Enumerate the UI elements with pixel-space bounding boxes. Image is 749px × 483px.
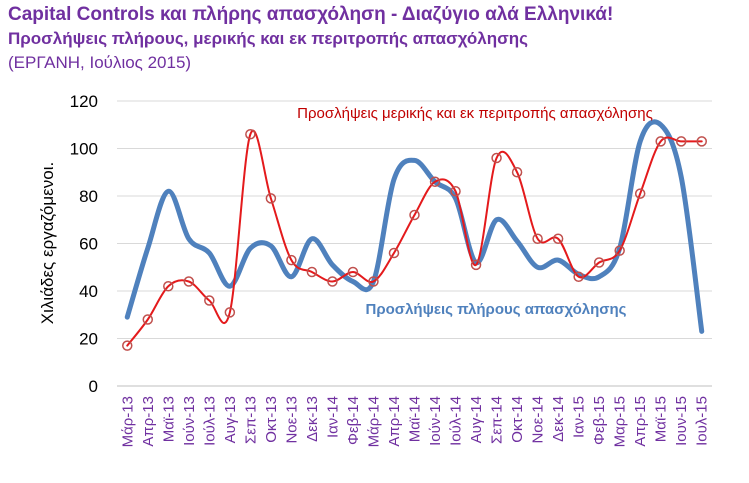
data-point-marker xyxy=(614,245,625,256)
x-tick-label: Οκτ-14 xyxy=(509,396,526,443)
data-point-marker xyxy=(142,314,154,325)
data-point-marker xyxy=(696,136,707,147)
x-tick-label: Μάρ-14 xyxy=(365,396,382,447)
data-point-marker xyxy=(511,167,523,178)
x-tick-label: Φεβ-14 xyxy=(345,396,362,445)
x-tick-label: Οκτ-13 xyxy=(263,396,280,443)
data-point-marker xyxy=(409,209,420,221)
chart-subtitle: Προσλήψεις πλήρους, μερικής και εκ περιτ… xyxy=(8,29,528,48)
x-tick-label: Απρ-15 xyxy=(632,396,649,447)
data-point-marker xyxy=(368,276,379,287)
x-tick-label: Νοε-13 xyxy=(283,396,300,444)
data-point-marker xyxy=(552,233,564,244)
y-axis-label: Χιλιάδες εργαζόμενοι. xyxy=(38,162,57,324)
data-point-marker xyxy=(163,281,174,292)
data-point-marker xyxy=(224,307,236,318)
x-tick-label: Δεκ-14 xyxy=(550,396,567,442)
data-point-marker xyxy=(286,254,297,266)
x-tick-label: Απρ-14 xyxy=(386,396,403,447)
x-axis-ticks: Μάρ-13 Απρ-13 Μαϊ-13 Ιούν-13 Ιούλ-13 Αυγ-13 Σε… xyxy=(119,396,710,447)
data-point-marker xyxy=(593,257,605,268)
x-tick-label: Μαϊ-15 xyxy=(653,396,670,442)
x-tick-label: Φεβ-15 xyxy=(591,396,608,445)
x-tick-label: Αυγ-14 xyxy=(468,396,485,443)
data-point-marker xyxy=(655,136,666,147)
x-tick-label: Σεπ-14 xyxy=(489,396,506,444)
data-point-marker xyxy=(245,129,256,140)
chart-title: Capital Controls και πλήρης απασχόληση -… xyxy=(8,4,614,25)
x-tick-label: Ιουλ-15 xyxy=(694,396,711,446)
y-tick-label: 0 xyxy=(89,377,98,396)
x-tick-label: Ιούλ-13 xyxy=(201,396,218,446)
series-line-full-time xyxy=(124,119,705,334)
data-point-marker xyxy=(532,233,543,244)
x-tick-label: Μαϊ-13 xyxy=(160,396,177,442)
data-point-marker xyxy=(675,136,687,147)
data-point-marker xyxy=(204,295,215,306)
title-block: Capital Controls και πλήρης απασχόληση -… xyxy=(8,2,613,75)
data-point-marker xyxy=(634,188,646,199)
x-tick-label: Μάρ-13 xyxy=(119,396,136,447)
data-point-marker xyxy=(347,266,359,278)
data-point-marker xyxy=(429,176,441,187)
y-tick-label: 100 xyxy=(70,140,98,159)
y-tick-label: 120 xyxy=(70,92,98,111)
x-tick-label: Σεπ-13 xyxy=(242,396,259,444)
x-tick-label: Απρ-13 xyxy=(140,396,157,447)
chart-source: (ΕΡΓΑΝΗ, Ιούλιος 2015) xyxy=(8,53,192,72)
data-point-marker xyxy=(491,152,502,164)
x-tick-label: Μαρ-15 xyxy=(612,396,629,447)
data-point-marker xyxy=(470,259,482,271)
x-tick-label: Ιουν-15 xyxy=(673,396,690,446)
data-point-marker xyxy=(183,276,195,287)
x-tick-label: Ιαν-15 xyxy=(571,396,588,438)
x-tick-label: Νοε-14 xyxy=(530,396,547,444)
x-tick-label: Ιούν-14 xyxy=(427,396,444,446)
x-tick-label: Αυγ-13 xyxy=(222,396,239,443)
series-label-part-time: Προσλήψεις μερικής και εκ περιτροπής απα… xyxy=(297,105,653,122)
y-tick-label: 80 xyxy=(79,187,98,206)
y-axis-ticks: 0 20 40 60 80 100 120 xyxy=(70,92,98,396)
x-tick-label: Ιούλ-14 xyxy=(448,396,465,446)
series-group xyxy=(122,119,707,351)
x-tick-label: Δεκ-13 xyxy=(304,396,321,442)
data-point-marker xyxy=(265,193,277,204)
y-tick-label: 60 xyxy=(79,235,98,254)
x-tick-label: Ιαν-14 xyxy=(324,396,341,438)
x-tick-label: Μαϊ-14 xyxy=(407,396,424,442)
data-point-marker xyxy=(388,247,400,259)
data-point-marker xyxy=(306,266,318,278)
data-point-marker xyxy=(450,186,461,197)
data-point-marker xyxy=(327,276,338,287)
data-point-marker xyxy=(573,271,584,282)
y-tick-label: 20 xyxy=(79,330,98,349)
series-label-full-time: Προσλήψεις πλήρους απασχόλησης xyxy=(366,301,627,318)
gridlines xyxy=(117,100,712,387)
data-point-marker xyxy=(122,340,133,351)
series-line-part-time xyxy=(126,129,703,347)
x-tick-label: Ιούν-13 xyxy=(181,396,198,446)
y-tick-label: 40 xyxy=(79,282,98,301)
